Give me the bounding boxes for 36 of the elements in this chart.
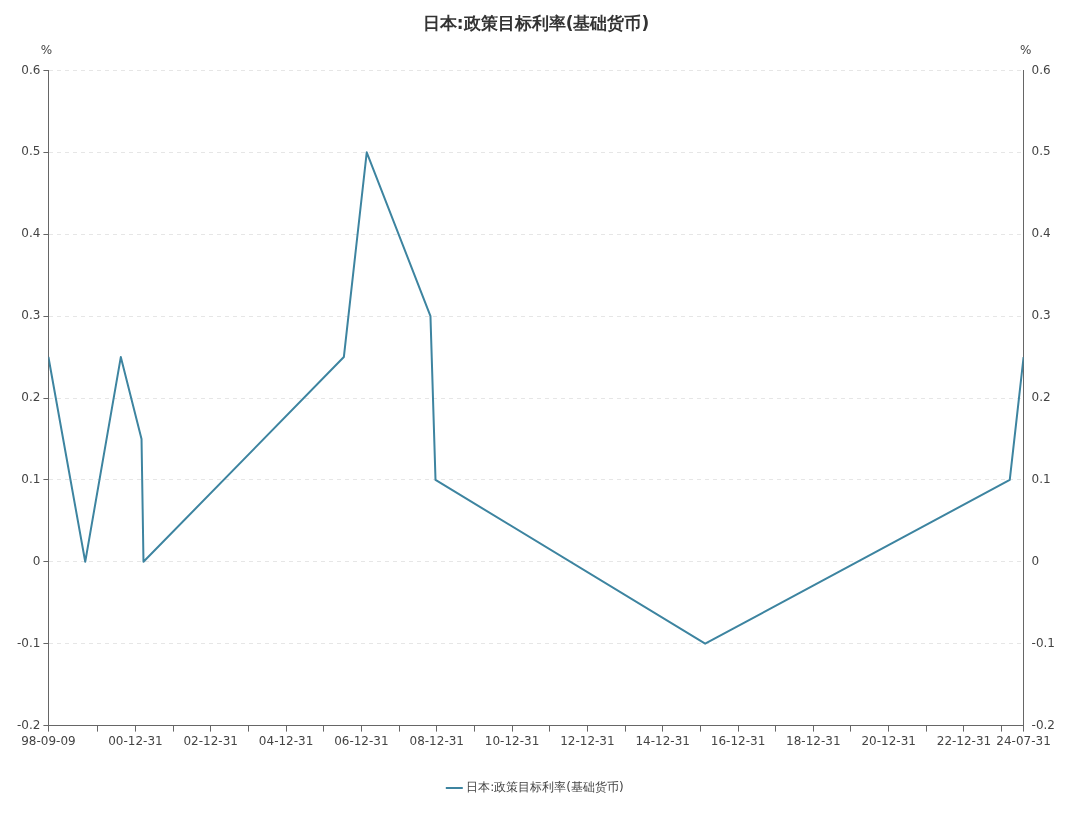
y2-tick-label: 0 bbox=[1031, 553, 1040, 568]
x-tick-label: 16-12-31 bbox=[710, 733, 766, 748]
y2-tick-label: -0.1 bbox=[1031, 635, 1056, 650]
y2-tick-label: -0.2 bbox=[1031, 717, 1056, 732]
x-tick-label: 04-12-31 bbox=[258, 733, 314, 748]
x-tick-label: 14-12-31 bbox=[635, 733, 690, 748]
chart-title: 日本:政策目标利率(基础货币) bbox=[422, 12, 650, 33]
y-tick-label: 0.6 bbox=[21, 62, 41, 77]
y2-tick-label: 0.4 bbox=[1031, 226, 1051, 241]
x-tick-label: 06-12-31 bbox=[334, 733, 389, 748]
y2-tick-label: 0.2 bbox=[1031, 390, 1051, 405]
x-tick-label: 08-12-31 bbox=[409, 733, 464, 748]
x-tick-label: 22-12-31 bbox=[936, 733, 992, 748]
x-tick-label: 02-12-31 bbox=[183, 733, 238, 748]
y2-tick-label: 0.3 bbox=[1031, 308, 1051, 323]
legend-label: 日本:政策目标利率(基础货币) bbox=[466, 780, 624, 795]
x-tick-label: 10-12-31 bbox=[484, 733, 540, 748]
y2-tick-label: 0.1 bbox=[1031, 472, 1051, 487]
y-tick-label: -0.1 bbox=[16, 635, 41, 650]
x-tick-label: 98-09-09 bbox=[21, 733, 76, 748]
y-tick-label: 0 bbox=[32, 553, 41, 568]
x-tick-label: 24-07-31 bbox=[996, 733, 1051, 748]
x-tick-label: 18-12-31 bbox=[786, 733, 841, 748]
x-tick-label: 20-12-31 bbox=[861, 733, 916, 748]
y-axis-title: % bbox=[40, 42, 53, 57]
y2-tick-label: 0.5 bbox=[1031, 144, 1051, 159]
y-tick-label: 0.1 bbox=[21, 472, 41, 487]
y-tick-label: 0.2 bbox=[21, 390, 41, 405]
y-tick-label: 0.3 bbox=[21, 308, 41, 323]
x-tick-label: 12-12-31 bbox=[560, 733, 615, 748]
y2-axis-title: % bbox=[1019, 42, 1032, 57]
y2-tick-label: 0.6 bbox=[1031, 62, 1051, 77]
y-tick-label: 0.4 bbox=[21, 226, 41, 241]
y-tick-label: -0.2 bbox=[16, 717, 41, 732]
y-tick-label: 0.5 bbox=[21, 144, 41, 159]
x-tick-label: 00-12-31 bbox=[108, 733, 163, 748]
